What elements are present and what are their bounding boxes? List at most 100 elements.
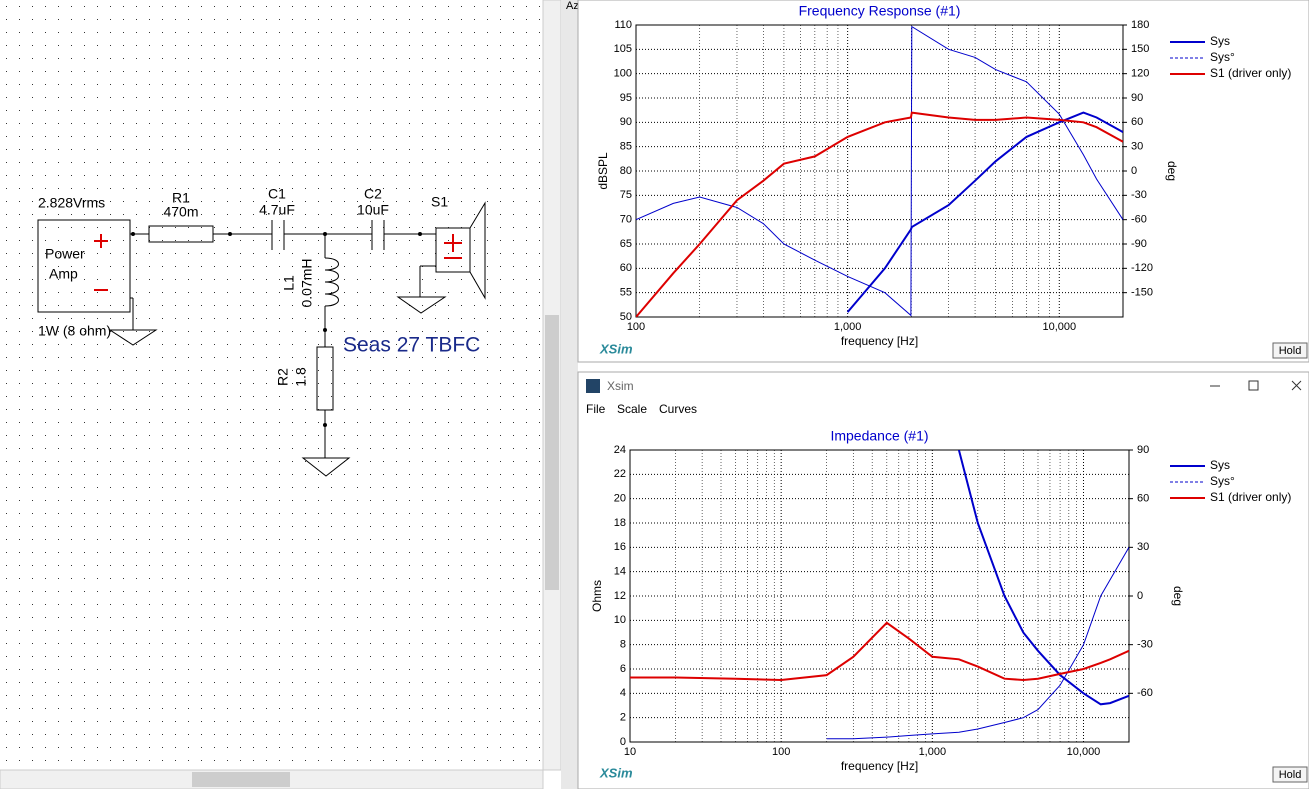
scroll-thumb[interactable] <box>545 315 559 590</box>
component-ref: C1 <box>268 186 286 202</box>
y2-tick-label: 90 <box>1137 444 1149 456</box>
menu-item[interactable]: Curves <box>659 402 697 416</box>
x-tick-label: 10,000 <box>1067 746 1101 758</box>
y-tick-label: 2 <box>620 712 626 724</box>
footer-logo: XSim <box>599 341 633 356</box>
hold-button-label[interactable]: Hold <box>1279 769 1302 781</box>
chart-title: Frequency Response (#1) <box>799 3 961 19</box>
y-tick-label: 20 <box>614 493 626 505</box>
y-tick-label: 14 <box>614 566 626 578</box>
source-voltage: 2.828Vrms <box>38 195 105 211</box>
component-ref: R1 <box>172 190 190 206</box>
y-axis-label: dBSPL <box>596 152 610 190</box>
y-tick-label: 0 <box>620 736 626 748</box>
series-line <box>636 25 1123 317</box>
component-ref: C2 <box>364 186 382 202</box>
y-tick-label: 90 <box>620 116 632 128</box>
y-tick-label: 60 <box>620 262 632 274</box>
y-tick-label: 105 <box>614 43 632 55</box>
series-line <box>630 621 1129 682</box>
legend-label: Sys° <box>1210 50 1235 64</box>
menu-item[interactable]: Scale <box>617 402 647 416</box>
schematic-canvas <box>0 0 543 770</box>
y-tick-label: 80 <box>620 165 632 177</box>
scroll-thumb[interactable] <box>192 772 290 787</box>
y-tick-label: 22 <box>614 468 626 480</box>
series-line <box>957 450 1129 706</box>
hold-button[interactable] <box>1272 766 1308 783</box>
y2-tick-label: -60 <box>1131 214 1147 226</box>
series-line <box>846 111 1123 313</box>
y-tick-label: 100 <box>614 68 632 80</box>
component-value: 1.8 <box>293 367 309 387</box>
x-tick-label: 10,000 <box>1042 321 1076 333</box>
source-name: Amp <box>49 266 78 282</box>
y-axis-label: Ohms <box>590 580 604 612</box>
component-value: 4.7uF <box>259 202 295 218</box>
x-axis-label: frequency [Hz] <box>841 334 918 348</box>
y2-tick-label: 30 <box>1131 141 1143 153</box>
y2-tick-label: 0 <box>1131 165 1137 177</box>
legend-label: S1 (driver only) <box>1210 66 1291 80</box>
title-bar <box>579 373 1308 399</box>
source-name: Power <box>45 246 85 262</box>
app-icon <box>586 379 600 393</box>
y2-tick-label: -90 <box>1131 238 1147 250</box>
y2-axis-label: deg <box>1165 161 1179 181</box>
y-tick-label: 18 <box>614 517 626 529</box>
y-tick-label: 10 <box>614 614 626 626</box>
y-tick-label: 16 <box>614 541 626 553</box>
component-ref: L1 <box>281 275 297 291</box>
y2-tick-label: -60 <box>1137 687 1153 699</box>
series-line <box>636 111 1123 317</box>
component-ref: S1 <box>431 194 448 210</box>
y-tick-label: 8 <box>620 639 626 651</box>
y-tick-label: 65 <box>620 238 632 250</box>
y-tick-label: 55 <box>620 287 632 299</box>
y-tick-label: 12 <box>614 590 626 602</box>
hold-button-label[interactable]: Hold <box>1279 345 1302 357</box>
y2-tick-label: 60 <box>1131 116 1143 128</box>
y2-tick-label: -150 <box>1131 287 1153 299</box>
component-value: 470m <box>163 204 198 220</box>
legend-label: Sys <box>1210 34 1230 48</box>
y2-axis-label: deg <box>1171 586 1185 606</box>
x-tick-label: 10 <box>624 746 636 758</box>
y2-tick-label: 180 <box>1131 19 1149 31</box>
component-value: 10uF <box>357 202 389 218</box>
y-tick-label: 4 <box>620 687 626 699</box>
y2-tick-label: -30 <box>1137 639 1153 651</box>
x-tick-label: 1,000 <box>834 321 862 333</box>
y2-tick-label: 150 <box>1131 43 1149 55</box>
footer-logo: XSim <box>599 765 633 780</box>
tab-label: Az <box>566 0 579 12</box>
y2-tick-label: 120 <box>1131 68 1149 80</box>
window-controls[interactable] <box>1210 380 1302 391</box>
menu-item[interactable]: File <box>586 402 606 416</box>
y2-tick-label: -30 <box>1131 189 1147 201</box>
source-power: 1W (8 ohm) <box>38 323 111 339</box>
window-title: Xsim <box>607 379 634 393</box>
y-tick-label: 6 <box>620 663 626 675</box>
schematic <box>37 201 486 477</box>
x-axis-label: frequency [Hz] <box>841 759 918 773</box>
y-tick-label: 85 <box>620 141 632 153</box>
legend-label: Sys° <box>1210 474 1235 488</box>
driver-label: Seas 27 TBFC <box>343 334 480 357</box>
legend-label: S1 (driver only) <box>1210 490 1291 504</box>
y2-tick-label: 30 <box>1137 541 1149 553</box>
chart-title: Impedance (#1) <box>830 428 928 444</box>
legend-label: Sys <box>1210 458 1230 472</box>
x-tick-label: 1,000 <box>919 746 947 758</box>
y-tick-label: 24 <box>614 444 626 456</box>
y2-tick-label: -120 <box>1131 262 1153 274</box>
y-tick-label: 95 <box>620 92 632 104</box>
y2-tick-label: 90 <box>1131 92 1143 104</box>
component-ref: R2 <box>275 368 291 386</box>
hold-button[interactable] <box>1272 342 1308 359</box>
component-value: 0.07mH <box>299 258 315 307</box>
y-tick-label: 110 <box>614 19 632 31</box>
splitter <box>561 0 578 789</box>
x-tick-label: 100 <box>627 321 645 333</box>
